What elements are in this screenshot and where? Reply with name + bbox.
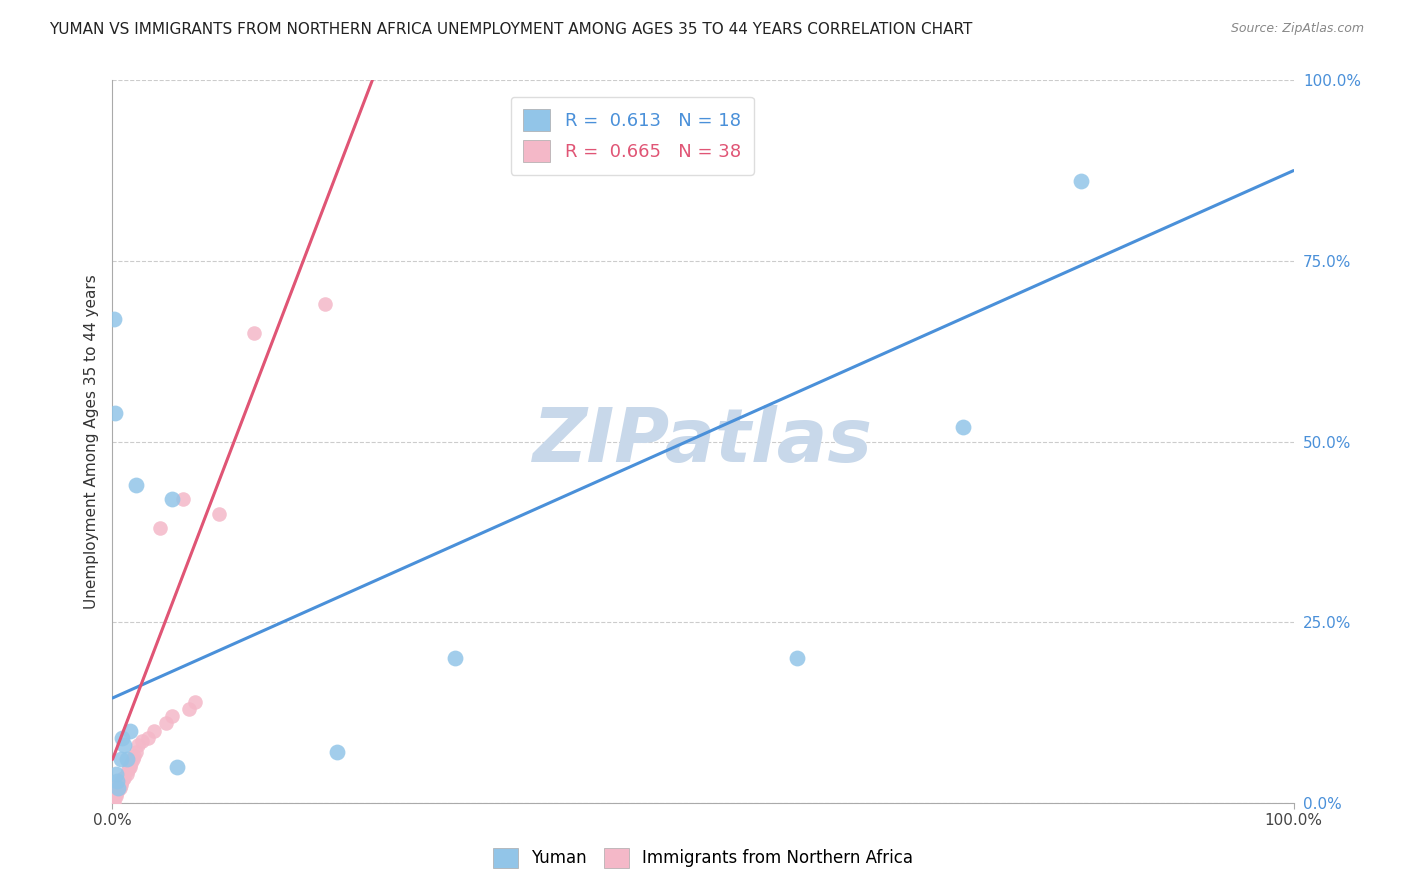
Point xyxy=(142,723,165,738)
Point xyxy=(105,785,128,799)
Point xyxy=(184,695,207,709)
Point xyxy=(112,738,135,752)
Point xyxy=(117,764,139,778)
Point xyxy=(105,774,128,789)
Text: YUMAN VS IMMIGRANTS FROM NORTHERN AFRICA UNEMPLOYMENT AMONG AGES 35 TO 44 YEARS : YUMAN VS IMMIGRANTS FROM NORTHERN AFRICA… xyxy=(49,22,973,37)
Point xyxy=(179,702,201,716)
Point xyxy=(786,651,808,665)
Point xyxy=(115,767,138,781)
Point xyxy=(208,507,231,521)
Point xyxy=(131,734,153,748)
Point xyxy=(160,492,183,507)
Point xyxy=(103,796,125,810)
Point xyxy=(105,785,128,799)
Point xyxy=(952,420,974,434)
Point xyxy=(104,789,127,803)
Point xyxy=(326,745,349,759)
Point xyxy=(103,311,125,326)
Point xyxy=(107,781,129,796)
Legend: Yuman, Immigrants from Northern Africa: Yuman, Immigrants from Northern Africa xyxy=(486,841,920,875)
Text: ZIPatlas: ZIPatlas xyxy=(533,405,873,478)
Point xyxy=(105,789,128,803)
Point xyxy=(108,781,131,796)
Point xyxy=(105,781,128,796)
Point xyxy=(111,731,134,745)
Point xyxy=(136,731,159,745)
Point xyxy=(107,781,129,796)
Point xyxy=(107,778,129,792)
Point xyxy=(149,521,172,535)
Point xyxy=(115,752,138,766)
Point xyxy=(120,756,142,770)
Point xyxy=(103,792,125,806)
Text: Source: ZipAtlas.com: Source: ZipAtlas.com xyxy=(1230,22,1364,36)
Point xyxy=(172,492,194,507)
Point xyxy=(122,748,145,763)
Point xyxy=(125,745,148,759)
Legend: R =  0.613   N = 18, R =  0.665   N = 38: R = 0.613 N = 18, R = 0.665 N = 38 xyxy=(510,96,754,175)
Point xyxy=(444,651,467,665)
Point xyxy=(125,478,148,492)
Point xyxy=(160,709,183,723)
Point xyxy=(112,771,135,785)
Point xyxy=(104,785,127,799)
Point xyxy=(110,774,132,789)
Point xyxy=(110,778,132,792)
Y-axis label: Unemployment Among Ages 35 to 44 years: Unemployment Among Ages 35 to 44 years xyxy=(83,274,98,609)
Point xyxy=(110,752,132,766)
Point xyxy=(112,771,135,785)
Point xyxy=(1070,174,1092,188)
Point xyxy=(121,752,143,766)
Point xyxy=(243,326,266,340)
Point xyxy=(155,716,177,731)
Point xyxy=(120,723,142,738)
Point xyxy=(118,760,141,774)
Point xyxy=(314,297,336,311)
Point xyxy=(111,774,134,789)
Point xyxy=(105,767,128,781)
Point xyxy=(101,796,124,810)
Point xyxy=(104,406,127,420)
Point xyxy=(166,760,188,774)
Point xyxy=(127,738,149,752)
Point xyxy=(120,760,142,774)
